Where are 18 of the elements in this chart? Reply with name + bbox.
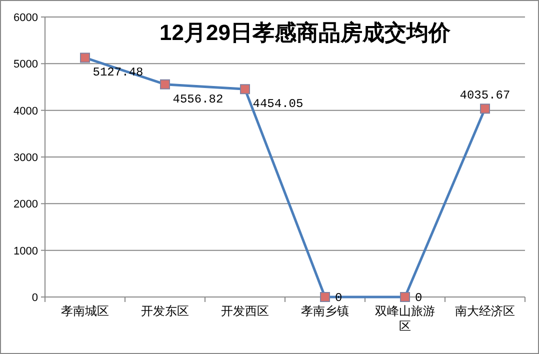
data-label: 4556.82: [172, 92, 224, 106]
y-tick-label: 0: [32, 292, 38, 304]
x-tick-label: 开发西区: [221, 304, 269, 318]
x-tick-label: 孝南城区: [61, 304, 109, 318]
x-tick-label: 开发东区: [141, 304, 189, 318]
y-tick-label: 3000: [14, 152, 38, 164]
y-tick-label: 4000: [14, 105, 38, 118]
y-tick-label: 5000: [14, 58, 38, 71]
y-tick-label: 6000: [14, 12, 38, 24]
data-label: 0: [415, 291, 422, 305]
x-tick-label: 双峰山旅游区: [375, 304, 435, 333]
y-tick-label: 1000: [14, 245, 38, 258]
data-label: 4454.05: [252, 97, 304, 112]
chart-title: 12月29日孝感商品房成交均价: [160, 20, 452, 45]
y-tick-label: 2000: [14, 198, 38, 211]
x-tick-label: 孝南乡镇: [301, 304, 349, 318]
data-label: 4035.67: [460, 88, 510, 103]
x-tick-label: 南大经济区: [455, 304, 515, 318]
